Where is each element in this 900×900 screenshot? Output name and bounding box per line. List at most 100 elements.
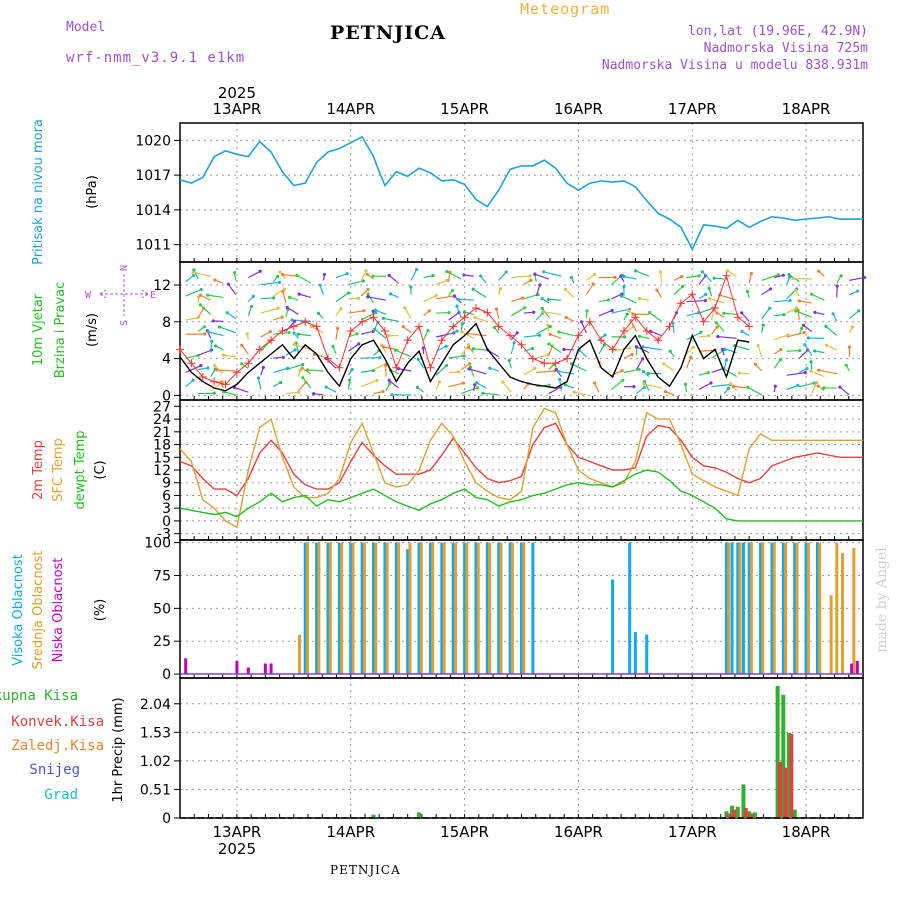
y-tick-label: 0.51	[140, 782, 171, 798]
wind-arrow-head	[206, 293, 210, 297]
wind-arrow-head	[401, 325, 405, 329]
wind-arrow-head	[300, 366, 304, 370]
wind-arrow-head	[844, 363, 848, 367]
y-tick-label: 1011	[135, 238, 171, 254]
wind-arrow	[701, 271, 713, 283]
wind-arrow	[367, 293, 375, 304]
wind-arrow-head	[563, 383, 567, 387]
wind-gust-marker	[574, 331, 583, 340]
wind-arrow-head	[773, 384, 777, 388]
wind-arrow-head	[467, 345, 471, 350]
wind-arrow-head	[460, 330, 464, 334]
wind-arrow	[786, 349, 800, 352]
wind-arrow-head	[528, 274, 532, 278]
wind-arrow	[814, 350, 825, 354]
wind-arrow-head	[386, 334, 391, 338]
wind-arrow-head	[796, 383, 800, 388]
wind-arrow-head	[523, 306, 527, 310]
wind-arrow	[248, 270, 261, 279]
wind-arrow	[185, 275, 194, 283]
wind-arrow-head	[815, 380, 819, 385]
wind-speed-line	[179, 322, 750, 392]
wind-arrow	[435, 365, 447, 376]
cloud-bar-cloud_mid	[738, 542, 742, 675]
pressure-unit: (hPa)	[85, 175, 100, 209]
cloud-bar-cloud_high	[315, 542, 319, 675]
cloud-bar-cloud_high	[781, 542, 785, 675]
wind-arrow	[197, 307, 205, 318]
wind-arrow	[549, 333, 562, 339]
wind-arrow	[523, 311, 534, 314]
wind-arrow	[623, 325, 634, 335]
wind-arrow	[360, 379, 378, 388]
wind-arrow-head	[473, 383, 477, 387]
cloud-bar-cloud_high	[759, 542, 763, 675]
wind-gust-marker	[540, 359, 549, 368]
wind-arrow-head	[798, 348, 802, 353]
wind-arrow-head	[297, 390, 301, 394]
wind-arrow-head	[240, 362, 244, 366]
wind-arrow	[375, 309, 387, 315]
precip-bar-precip_total	[747, 811, 752, 818]
wind-arrow-head	[722, 311, 726, 315]
wind-gust-marker	[437, 336, 446, 345]
wind-arrow	[383, 317, 399, 322]
wind-arrow	[686, 312, 699, 317]
wind-arrow-head	[546, 323, 550, 328]
wind-arrow	[814, 311, 825, 316]
wind-arrow-head	[375, 378, 379, 383]
wind-arrow-head	[699, 330, 703, 334]
wind-arrow-head	[619, 274, 623, 278]
cloud-bar-cloud_low	[850, 663, 854, 675]
precip-bar-precip_total	[730, 805, 735, 818]
wind-arrow-head	[627, 309, 631, 313]
wind-arrow	[611, 379, 624, 390]
y-tick-label: 0	[162, 388, 171, 404]
wind-arrow-head	[740, 311, 744, 315]
wind-arrow-head	[324, 385, 328, 389]
wind-axis-subtitle: Brzina i Pravac	[53, 282, 68, 379]
wind-arrow	[325, 386, 337, 393]
x-year-top: 2025	[218, 84, 256, 102]
wind-arrow-head	[542, 270, 546, 274]
cloud-legend-label: Visoka Oblacnost	[11, 554, 26, 666]
wind-arrow	[717, 335, 737, 339]
cloud-bar-cloud_mid	[442, 542, 446, 675]
wind-arrow	[621, 295, 637, 304]
wind-arrow-head	[280, 315, 284, 319]
panel-frame	[179, 677, 864, 819]
cloud-bar-cloud_mid	[772, 542, 776, 675]
wind-arrow-head	[278, 380, 283, 385]
wind-arrow-head	[610, 308, 614, 313]
wind-arrow	[511, 275, 531, 279]
cloud-bar-cloud_high	[417, 542, 421, 675]
precip-bar-precip_total	[735, 806, 740, 818]
wind-arrow-head	[715, 321, 719, 325]
wind-arrow-head	[724, 358, 728, 362]
wind-arrow	[639, 297, 650, 301]
wind-arrow	[197, 349, 212, 356]
wind-arrow-head	[634, 269, 638, 273]
y-tick-label: 0	[162, 811, 171, 827]
wind-arrow	[723, 312, 737, 316]
cloud-bar-cloud_mid	[761, 542, 765, 675]
wind-arrow-head	[281, 355, 285, 359]
wind-arrow-head	[447, 311, 451, 315]
wind-arrow-head	[331, 344, 335, 348]
wind-arrow-head	[725, 269, 730, 273]
cloud-bar-cloud_high	[815, 542, 819, 675]
wind-arrow-head	[625, 312, 629, 316]
wind-arrow	[747, 386, 762, 396]
wind-arrow	[285, 391, 299, 395]
cloud-bar-cloud_low	[246, 667, 250, 675]
wind-arrow	[374, 328, 387, 339]
wind-arrow	[649, 311, 662, 322]
wind-arrow	[818, 369, 837, 375]
wind-arrow	[398, 368, 412, 372]
wind-arrow-head	[731, 384, 736, 388]
y-tick-label: 4	[162, 352, 171, 368]
station-title: PETNJICA	[330, 22, 447, 44]
x-label-top: 17APR	[668, 100, 717, 118]
wind-arrow-head	[381, 345, 385, 349]
wind-arrow	[307, 369, 324, 372]
